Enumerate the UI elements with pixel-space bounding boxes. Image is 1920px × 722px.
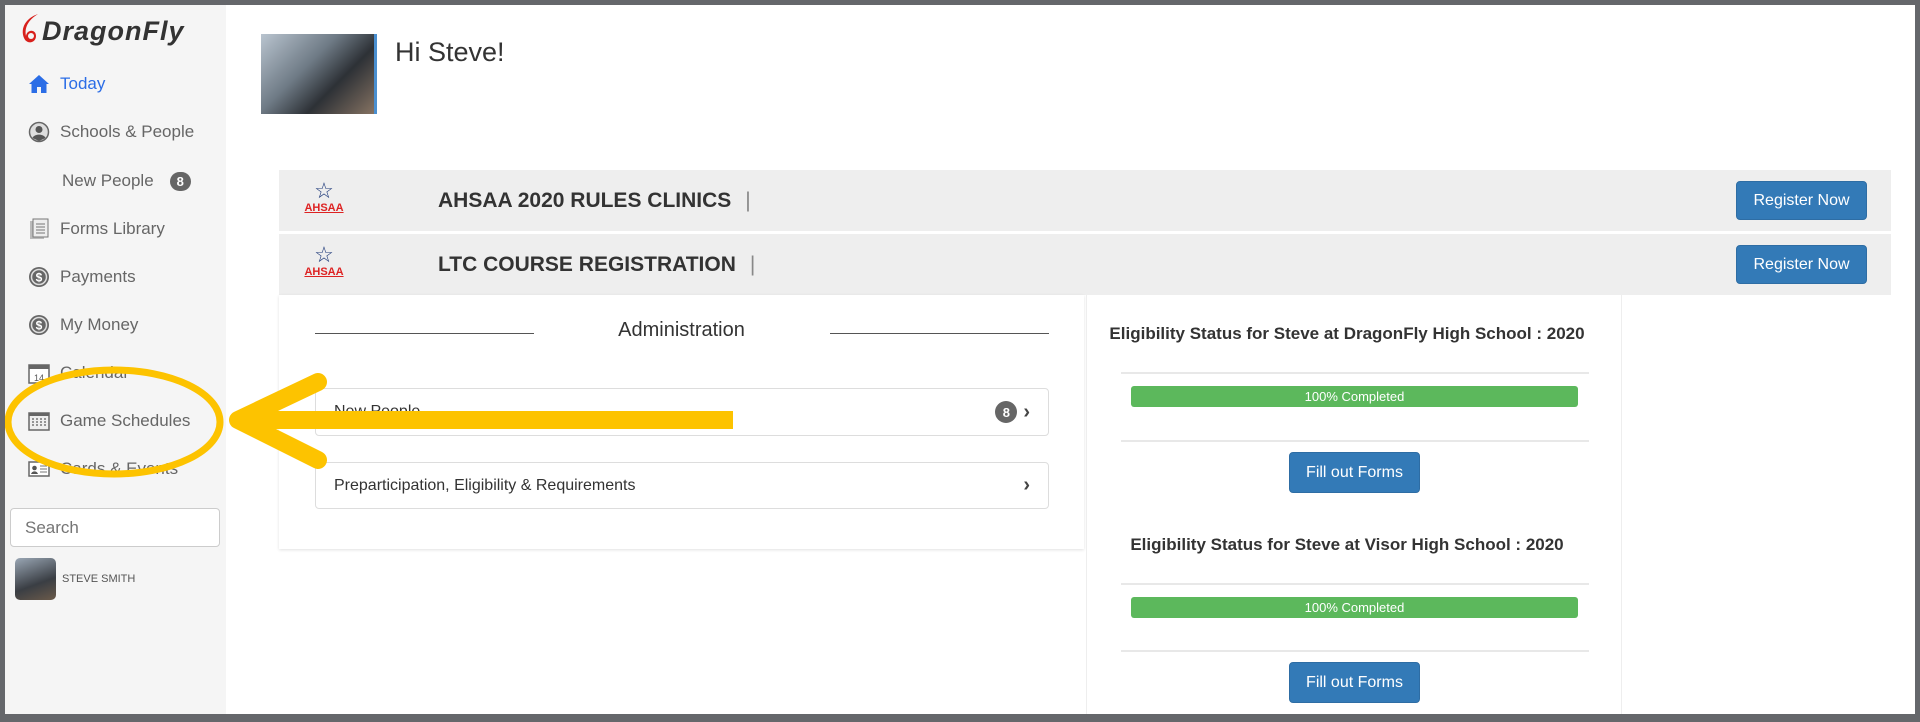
svg-text:14: 14 bbox=[33, 373, 43, 383]
sidebar-item-new-people[interactable]: New People 8 bbox=[62, 166, 191, 196]
document-icon bbox=[27, 218, 50, 241]
sidebar-item-label: My Money bbox=[60, 315, 139, 334]
banner-title-text: AHSAA 2020 RULES CLINICS bbox=[438, 188, 732, 212]
home-icon bbox=[27, 73, 50, 96]
brand-name: DragonFly bbox=[42, 16, 185, 46]
fill-out-forms-button[interactable]: Fill out Forms bbox=[1289, 662, 1420, 703]
user-circle-icon bbox=[27, 121, 50, 144]
eligibility-panel: Eligibility Status for Steve at DragonFl… bbox=[1086, 295, 1622, 722]
sidebar-item-payments[interactable]: $ Payments bbox=[27, 262, 136, 292]
sidebar-item-game-schedules[interactable]: Game Schedules bbox=[27, 406, 190, 436]
sidebar-item-label: Forms Library bbox=[60, 219, 165, 238]
progress-bar: 100% Completed bbox=[1131, 597, 1578, 618]
admin-item-preparticipation[interactable]: Preparticipation, Eligibility & Requirem… bbox=[315, 462, 1049, 509]
eligibility-title: Eligibility Status for Steve at Visor Hi… bbox=[1130, 535, 1564, 554]
highlight-ellipse bbox=[4, 366, 224, 478]
divider bbox=[1121, 372, 1589, 374]
fill-out-forms-button[interactable]: Fill out Forms bbox=[1289, 452, 1420, 493]
sidebar-item-label: New People bbox=[62, 171, 154, 190]
user-name[interactable]: STEVE SMITH bbox=[62, 573, 136, 585]
banner-title-text: LTC COURSE REGISTRATION bbox=[438, 252, 736, 276]
dragonfly-swirl-icon bbox=[22, 14, 38, 43]
dollar-icon: $ bbox=[27, 266, 50, 289]
sidebar-item-schools-people[interactable]: Schools & People bbox=[27, 117, 194, 147]
register-now-button[interactable]: Register Now bbox=[1736, 181, 1867, 220]
ahsaa-logo-text: AHSAA bbox=[304, 266, 344, 278]
arrow-head-icon bbox=[229, 373, 327, 469]
divider bbox=[830, 333, 1049, 334]
sidebar-item-label: Payments bbox=[60, 267, 136, 286]
divider bbox=[1121, 583, 1589, 585]
ahsaa-logo: ☆ AHSAA bbox=[301, 178, 347, 215]
divider bbox=[1121, 440, 1589, 442]
star-icon: ☆ bbox=[314, 178, 334, 203]
count-badge: 8 bbox=[995, 401, 1018, 423]
sidebar: DragonFly Today Schools & People New Peo… bbox=[0, 0, 226, 722]
chevron-right-icon: › bbox=[1023, 400, 1030, 423]
separator: | bbox=[745, 188, 751, 212]
star-icon: ☆ bbox=[314, 242, 334, 267]
svg-text:$: $ bbox=[35, 319, 42, 333]
divider bbox=[1121, 650, 1589, 652]
svg-text:$: $ bbox=[35, 271, 42, 285]
admin-item-label: Preparticipation, Eligibility & Requirem… bbox=[334, 476, 636, 494]
sidebar-item-label: Game Schedules bbox=[60, 411, 191, 430]
sidebar-item-forms-library[interactable]: Forms Library bbox=[27, 214, 165, 244]
sidebar-item-label: Today bbox=[60, 74, 106, 93]
profile-photo bbox=[261, 34, 377, 114]
chevron-right-icon: › bbox=[1023, 474, 1030, 496]
grid-calendar-icon bbox=[27, 410, 50, 433]
sidebar-item-today[interactable]: Today bbox=[27, 69, 105, 99]
user-avatar[interactable] bbox=[15, 558, 56, 600]
banner-rules-clinics: ☆ AHSAA AHSAA 2020 RULES CLINICS | Registe… bbox=[279, 170, 1891, 231]
eligibility-title: Eligibility Status for Steve at DragonFl… bbox=[1109, 324, 1585, 343]
ahsaa-logo-text: AHSAA bbox=[304, 202, 344, 214]
separator: | bbox=[749, 252, 756, 276]
banner-title: LTC COURSE REGISTRATION | bbox=[438, 253, 755, 277]
banner-ltc-course: ☆ AHSAA LTC COURSE REGISTRATION | Register… bbox=[279, 234, 1891, 295]
progress-label: 100% Completed bbox=[1304, 600, 1405, 615]
banner-title: AHSAA 2020 RULES CLINICS | bbox=[438, 189, 751, 213]
progress-bar: 100% Completed bbox=[1131, 386, 1578, 407]
sidebar-item-label: Schools & People bbox=[60, 122, 195, 141]
progress-label: 100% Completed bbox=[1304, 389, 1405, 404]
new-people-count-badge: 8 bbox=[169, 171, 191, 191]
divider bbox=[315, 333, 534, 334]
sidebar-item-my-money[interactable]: $ My Money bbox=[27, 310, 138, 340]
register-now-button[interactable]: Register Now bbox=[1736, 245, 1867, 284]
greeting: Hi Steve! bbox=[395, 37, 505, 67]
search-input[interactable] bbox=[10, 508, 220, 547]
dollar-icon: $ bbox=[27, 314, 50, 337]
dragonfly-logo[interactable]: DragonFly bbox=[18, 12, 213, 50]
administration-title: Administration bbox=[618, 319, 745, 341]
ahsaa-logo: ☆ AHSAA bbox=[301, 242, 347, 279]
